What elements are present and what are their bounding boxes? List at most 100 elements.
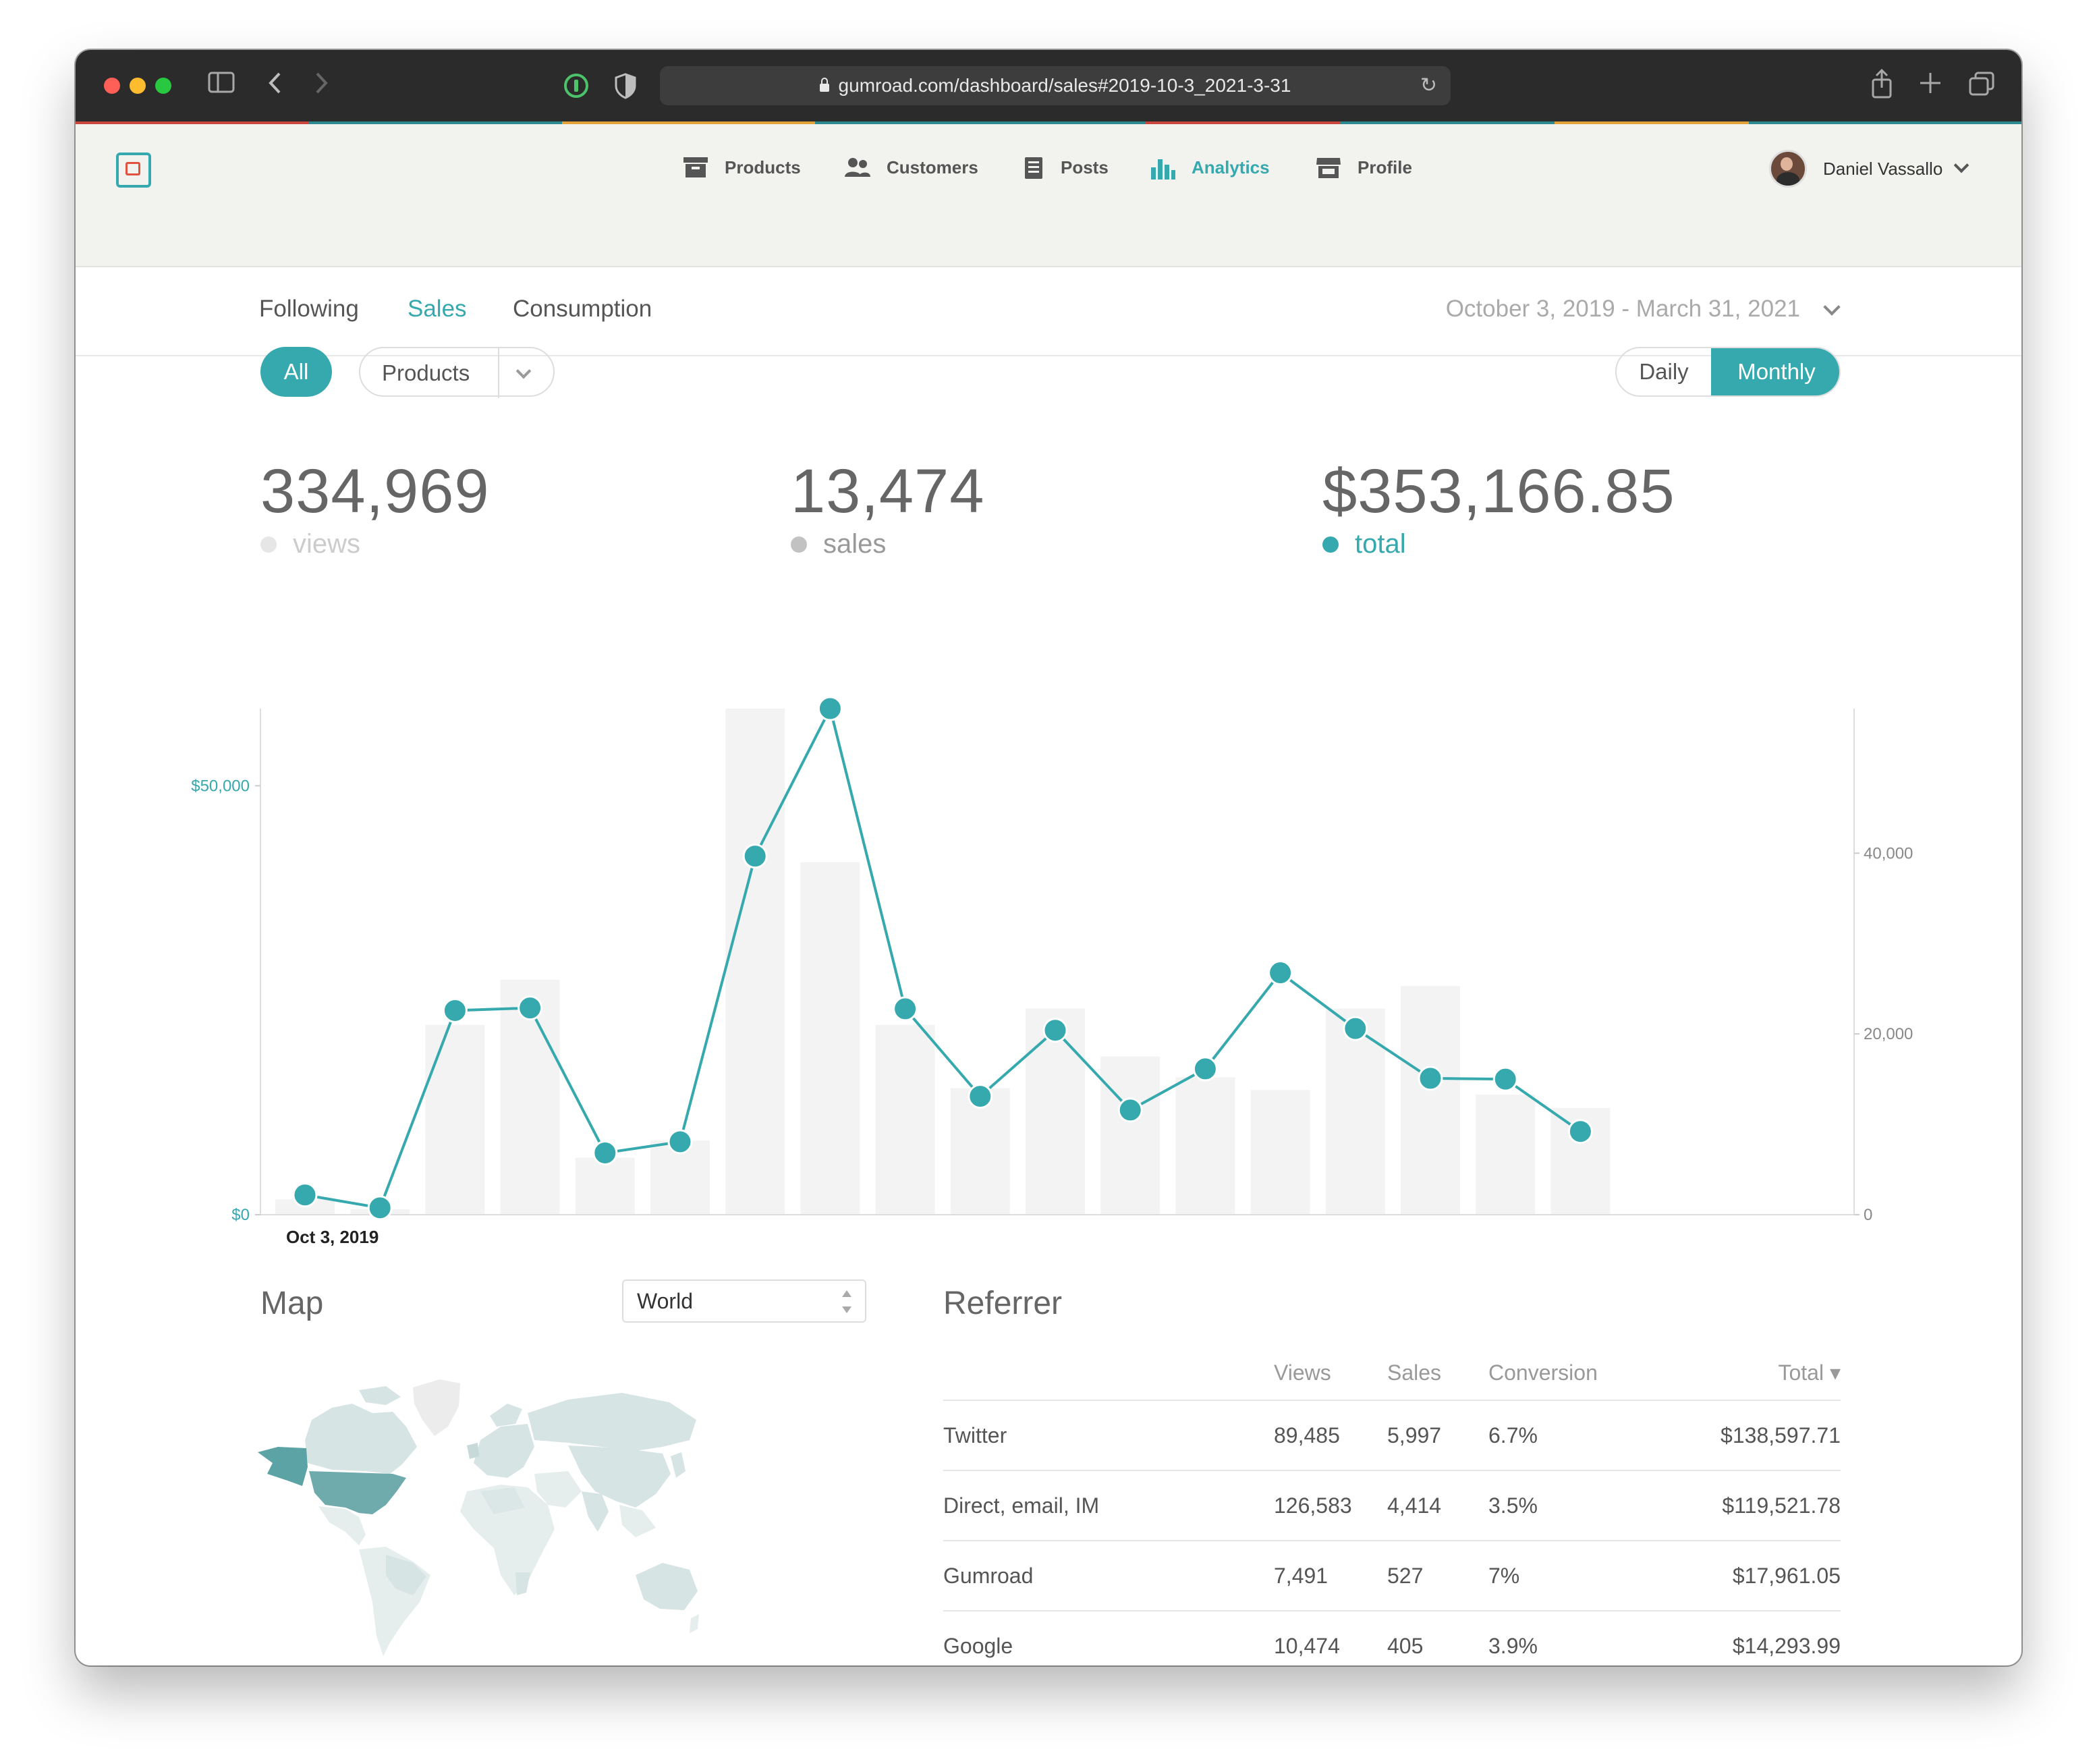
table-row[interactable]: Direct, email, IM 126,583 4,414 3.5% $11… (943, 1471, 1841, 1541)
map-region-scandinavia[interactable] (490, 1404, 522, 1427)
nav-item-posts[interactable]: Posts (1023, 157, 1109, 179)
gumroad-logo-icon[interactable] (116, 153, 151, 188)
chart-bar[interactable] (875, 1024, 935, 1215)
chevron-down-icon[interactable] (515, 363, 532, 379)
chart-point[interactable] (367, 1195, 393, 1221)
map-region-new-zealand[interactable] (690, 1614, 699, 1633)
column-header-conversion[interactable]: Conversion (1488, 1360, 1598, 1385)
map-region-brazil[interactable] (386, 1555, 426, 1595)
chart-bar[interactable] (1026, 1008, 1085, 1215)
chart-point[interactable] (292, 1182, 318, 1208)
column-header-sales[interactable]: Sales (1387, 1360, 1442, 1385)
chart-point[interactable] (667, 1129, 693, 1155)
date-range-picker[interactable]: October 3, 2019 - March 31, 2021 (1446, 296, 1841, 323)
map-region-arctic-islands[interactable] (359, 1386, 401, 1405)
map-region-india[interactable] (582, 1491, 609, 1532)
products-filter-dropdown[interactable]: Products (359, 347, 555, 398)
monthly-button[interactable]: Monthly (1711, 348, 1839, 395)
chart-point[interactable] (1192, 1056, 1218, 1082)
chart-bar[interactable] (950, 1088, 1010, 1215)
total-legend[interactable]: total (1322, 529, 1675, 559)
forward-icon[interactable] (313, 72, 329, 100)
chart-point[interactable] (1117, 1097, 1143, 1123)
chart-point[interactable] (1567, 1119, 1593, 1145)
map-region-russia[interactable] (528, 1393, 696, 1451)
map-region-china[interactable] (568, 1445, 671, 1508)
chart-bar[interactable] (1401, 986, 1460, 1215)
views-legend[interactable]: views (260, 529, 490, 559)
chart-point[interactable] (1042, 1018, 1068, 1043)
map-region-japan[interactable] (671, 1452, 686, 1478)
privacy-shield-icon[interactable] (614, 72, 637, 105)
map-region-north-africa[interactable] (480, 1487, 525, 1514)
share-icon[interactable] (1870, 68, 1893, 104)
map-region-middle-east[interactable] (534, 1471, 582, 1508)
chart-point[interactable] (968, 1084, 993, 1109)
minimize-window-button[interactable] (130, 78, 146, 94)
chart-point[interactable] (893, 996, 918, 1022)
map-region-southeast-asia[interactable] (619, 1505, 656, 1537)
chart-bar[interactable] (425, 1024, 485, 1215)
chart-bar[interactable] (1175, 1077, 1235, 1215)
total-label: total (1355, 529, 1406, 559)
map-region-greenland[interactable] (413, 1379, 460, 1436)
tab-following[interactable]: Following (259, 296, 359, 322)
tab-consumption[interactable]: Consumption (513, 296, 652, 322)
world-map[interactable] (258, 1373, 703, 1663)
chart-bar[interactable] (575, 1157, 635, 1215)
nav-item-products[interactable]: Products (683, 157, 801, 178)
chart-point[interactable] (1268, 960, 1293, 986)
tab-sales[interactable]: Sales (408, 296, 467, 322)
tab-overview-icon[interactable] (1969, 72, 1994, 101)
chart-point[interactable] (1418, 1066, 1443, 1091)
map-region-select[interactable]: World (622, 1279, 866, 1323)
map-region-uk[interactable] (467, 1443, 479, 1459)
close-window-button[interactable] (104, 78, 120, 94)
new-tab-icon[interactable] (1919, 72, 1942, 100)
map-region-south-africa[interactable] (515, 1572, 530, 1595)
map-region-africa[interactable] (460, 1485, 555, 1595)
map-region-united-states[interactable] (309, 1471, 406, 1514)
zoom-window-button[interactable] (155, 78, 171, 94)
table-row[interactable]: Google 10,474 405 3.9% $14,293.99 (943, 1611, 1841, 1665)
right-axis-tick-label: 40,000 (1864, 844, 1913, 862)
column-header-views[interactable]: Views (1274, 1360, 1331, 1385)
chart-bar[interactable] (800, 862, 860, 1215)
sales-legend[interactable]: sales (791, 529, 984, 559)
filter-all-button[interactable]: All (260, 347, 332, 397)
nav-item-customers[interactable]: Customers (845, 157, 978, 178)
sidebar-toggle-icon[interactable] (208, 72, 235, 99)
table-row[interactable]: Twitter 89,485 5,997 6.7% $138,597.71 (943, 1401, 1841, 1471)
map-region-mexico[interactable] (318, 1506, 366, 1545)
chart-point[interactable] (742, 844, 768, 869)
chart-bar[interactable] (1250, 1090, 1310, 1215)
chart-bar[interactable] (725, 709, 785, 1215)
chart-bar[interactable] (1476, 1094, 1536, 1215)
left-axis-tick-label: $0 (231, 1206, 250, 1224)
reload-icon[interactable]: ↻ (1420, 74, 1437, 97)
address-bar[interactable]: gumroad.com/dashboard/sales#2019-10-3_20… (660, 66, 1451, 105)
user-menu[interactable]: Daniel Vassallo (1769, 150, 1969, 188)
referrer-views: 89,485 (1274, 1423, 1340, 1448)
chart-point[interactable] (518, 995, 543, 1021)
chart-point[interactable] (442, 997, 468, 1023)
map-region-canada[interactable] (305, 1404, 417, 1474)
map-region-europe[interactable] (474, 1424, 534, 1478)
back-icon[interactable] (267, 72, 283, 100)
chart-point[interactable] (817, 696, 843, 721)
right-axis-tick-label: 0 (1864, 1206, 1872, 1224)
map-region-australia[interactable] (636, 1563, 698, 1610)
chart-point[interactable] (592, 1140, 618, 1165)
daily-button[interactable]: Daily (1639, 359, 1689, 384)
chevron-down-icon (1953, 157, 1969, 173)
password-manager-icon[interactable] (563, 72, 590, 105)
table-row[interactable]: Gumroad 7,491 527 7% $17,961.05 (943, 1541, 1841, 1611)
map-region-alaska[interactable] (258, 1447, 308, 1486)
nav-item-analytics[interactable]: Analytics (1151, 157, 1270, 180)
chart-point[interactable] (1492, 1066, 1518, 1092)
nav-item-profile[interactable]: Profile (1316, 157, 1412, 178)
chart-point[interactable] (1343, 1016, 1368, 1041)
views-value: 334,969 (260, 457, 490, 526)
column-header-total[interactable]: Total ▾ (1778, 1360, 1841, 1385)
chart-bar[interactable] (1100, 1056, 1161, 1215)
